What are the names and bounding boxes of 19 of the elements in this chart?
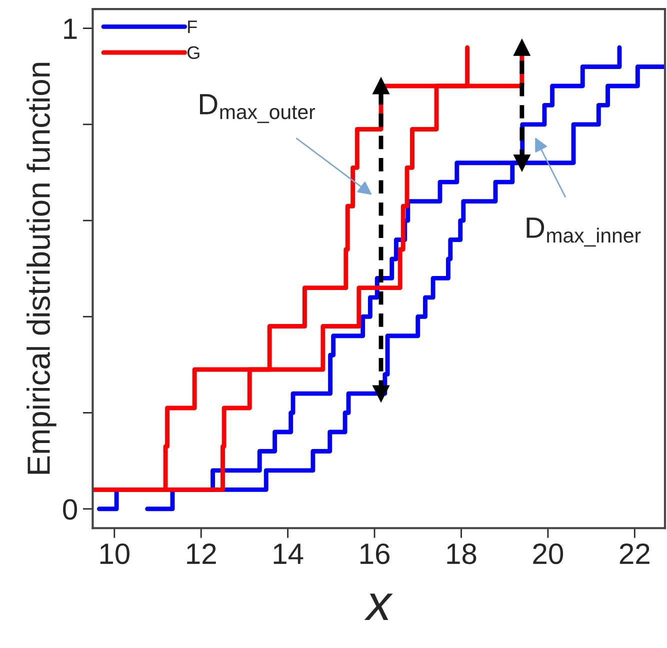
x-tick-label: 10 — [100, 543, 130, 564]
x-tick-label: 22 — [620, 543, 650, 564]
x-tick-label: 20 — [533, 543, 564, 564]
y-tick-label: 0 — [63, 499, 77, 520]
point — [514, 154, 530, 172]
legend-label: F — [188, 20, 197, 33]
x-tick-label: 12 — [187, 543, 216, 564]
y-tick-label: 1 — [64, 18, 77, 39]
x-tick-label: 18 — [447, 543, 476, 564]
point — [514, 39, 530, 56]
annotation: D$_{max_inner}$ — [526, 218, 641, 247]
legend-label: G — [188, 46, 200, 60]
annotation: D$_{max_outer}$ — [200, 94, 316, 124]
x-tick-label: 16 — [360, 543, 390, 564]
x-axis-title: x — [364, 594, 393, 620]
point — [372, 78, 390, 94]
x-tick-label: 14 — [274, 544, 304, 564]
y-axis-title: Empirical distribution function — [26, 62, 56, 474]
point — [372, 385, 390, 402]
